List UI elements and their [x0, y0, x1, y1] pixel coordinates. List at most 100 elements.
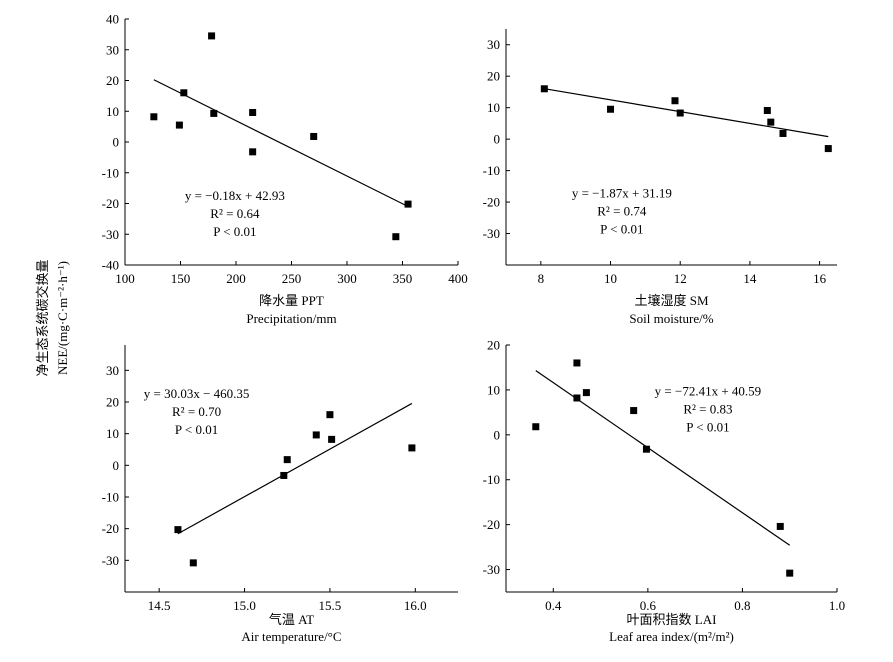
data-point — [532, 423, 540, 431]
regression-annotation: R² = 0.64 — [210, 206, 260, 221]
regression-annotation: y = 30.03x − 460.35 — [144, 386, 250, 401]
x-axis-label-en: Leaf area index/(m²/m²) — [609, 629, 734, 644]
chart-panel-at: -30 -20 -10 0 10 20 30 14.5 15.0 15.5 16.0 y = 30.0… — [102, 345, 458, 644]
x-axis-label-en: Air temperature/°C — [241, 629, 341, 644]
y-tick-label: -10 — [483, 163, 500, 178]
y-tick-label: -30 — [102, 227, 119, 242]
x-tick-label: 0.8 — [734, 598, 750, 613]
data-point — [408, 444, 416, 452]
data-point — [249, 148, 257, 156]
data-point — [249, 108, 257, 116]
data-point — [392, 233, 400, 241]
data-point — [607, 105, 615, 113]
data-point — [671, 97, 679, 105]
regression-line — [177, 402, 413, 535]
y-tick-label: -20 — [102, 196, 119, 211]
x-axis-label-zh: 土壤湿度 SM — [634, 293, 708, 308]
data-point — [326, 411, 334, 419]
y-tick-label: 0 — [494, 132, 501, 147]
x-tick-label: 150 — [171, 271, 191, 286]
data-point — [175, 121, 183, 129]
y-tick-label: -10 — [102, 490, 119, 505]
ylabel-en: NEE/(mg·C·m⁻²·h⁻¹) — [55, 261, 70, 375]
data-point — [540, 85, 548, 93]
y-tick-label: 10 — [487, 100, 500, 115]
y-tick-label: 30 — [106, 42, 119, 57]
x-tick-label: 1.0 — [829, 598, 845, 613]
x-tick-label: 10 — [604, 271, 617, 286]
data-point — [676, 109, 684, 117]
regression-annotation: R² = 0.83 — [683, 402, 732, 417]
x-tick-label: 16.0 — [404, 598, 427, 613]
data-point — [208, 32, 216, 40]
y-tick-label: -20 — [483, 195, 500, 210]
x-axis-label-zh: 气温 AT — [269, 612, 314, 627]
ylabel-zh: 净生态系统碳交换量 — [35, 259, 50, 376]
data-point — [763, 106, 771, 114]
x-axis-label-zh: 降水量 PPT — [259, 293, 324, 308]
data-point — [767, 118, 775, 126]
data-point — [630, 407, 638, 415]
chart-panel-ppt: -40 -30 -20 -10 0 10 20 30 40 100 150 200 250 300 350 4… — [102, 12, 468, 327]
regression-annotation: P < 0.01 — [213, 224, 256, 239]
x-tick-label: 0.4 — [545, 598, 562, 613]
regression-annotation: R² = 0.74 — [597, 204, 647, 219]
regression-annotation: P < 0.01 — [686, 420, 729, 435]
y-tick-label: 10 — [106, 426, 119, 441]
data-point — [779, 129, 787, 137]
data-point — [280, 471, 288, 479]
y-tick-label: -30 — [483, 226, 500, 241]
x-tick-label: 16 — [813, 271, 827, 286]
x-tick-label: 200 — [226, 271, 246, 286]
x-axis-label-zh: 叶面积指数 LAI — [627, 612, 717, 627]
x-tick-label: 8 — [538, 271, 545, 286]
y-tick-label: 0 — [113, 458, 120, 473]
x-tick-label: 300 — [337, 271, 357, 286]
y-tick-label: -10 — [102, 165, 119, 180]
y-tick-label: 20 — [106, 395, 119, 410]
data-point — [310, 132, 318, 140]
y-tick-label: 10 — [487, 382, 500, 397]
shared-ylabel: 净生态系统碳交换量 NEE/(mg·C·m⁻²·h⁻¹) — [35, 259, 70, 376]
chart-panel-lai: -30 -20 -10 0 10 20 0.4 0.6 0.8 1.0 y = −72.41x + … — [483, 338, 845, 645]
y-tick-label: -10 — [483, 472, 500, 487]
y-tick-label: 40 — [106, 12, 119, 27]
data-point — [210, 109, 218, 117]
regression-annotation: P < 0.01 — [175, 422, 218, 437]
x-axis-label-en: Soil moisture/% — [629, 311, 713, 326]
data-point — [824, 145, 832, 153]
regression-line — [544, 88, 829, 138]
x-tick-label: 350 — [393, 271, 413, 286]
data-point — [776, 522, 784, 530]
y-tick-label: -20 — [483, 517, 500, 532]
y-tick-label: 30 — [487, 37, 500, 52]
data-point — [404, 200, 412, 208]
x-axis-label-en: Precipitation/mm — [246, 311, 336, 326]
x-tick-label: 15.5 — [319, 598, 342, 613]
data-point — [642, 445, 650, 453]
data-point — [283, 456, 291, 464]
x-tick-label: 400 — [448, 271, 468, 286]
y-tick-label: 10 — [106, 104, 119, 119]
x-tick-label: 14.5 — [148, 598, 171, 613]
y-tick-label: 20 — [487, 69, 500, 84]
regression-line — [153, 79, 409, 208]
y-tick-label: 0 — [113, 135, 120, 150]
data-point — [312, 431, 320, 439]
x-tick-label: 15.0 — [233, 598, 256, 613]
data-point — [180, 89, 188, 97]
x-tick-label: 0.6 — [640, 598, 657, 613]
y-tick-label: 30 — [106, 363, 119, 378]
data-point — [328, 435, 336, 443]
x-tick-label: 100 — [115, 271, 135, 286]
regression-annotation: y = −1.87x + 31.19 — [572, 186, 672, 201]
y-tick-label: -20 — [102, 521, 119, 536]
regression-annotation: P < 0.01 — [600, 222, 643, 237]
y-tick-label: -30 — [483, 562, 500, 577]
y-tick-label: 20 — [487, 338, 500, 353]
data-point — [573, 359, 581, 367]
regression-annotation: R² = 0.70 — [172, 404, 221, 419]
y-tick-label: 0 — [494, 427, 501, 442]
x-tick-label: 250 — [282, 271, 302, 286]
